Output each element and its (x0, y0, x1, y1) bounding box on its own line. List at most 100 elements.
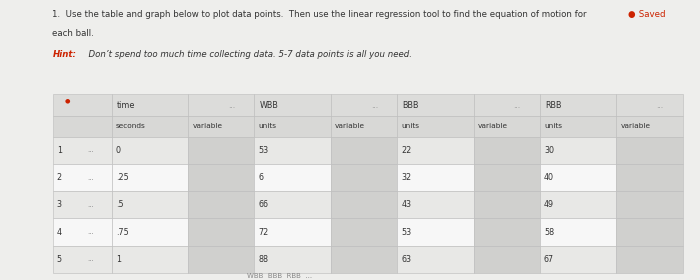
Text: 1: 1 (57, 146, 62, 155)
Text: 53: 53 (401, 228, 412, 237)
Text: 53: 53 (258, 146, 269, 155)
Bar (331, 191, 397, 218)
Bar (397, 164, 474, 191)
Text: 32: 32 (401, 173, 412, 182)
Bar (52, 191, 112, 218)
Text: 72: 72 (258, 228, 269, 237)
Text: Hint:: Hint: (52, 50, 76, 59)
Bar (540, 116, 617, 137)
Bar (188, 218, 254, 246)
Text: Don’t spend too much time collecting data. 5-7 data points is all you need.: Don’t spend too much time collecting dat… (83, 50, 412, 59)
Text: 22: 22 (401, 146, 412, 155)
Bar (112, 218, 188, 246)
Text: 67: 67 (544, 255, 554, 264)
Text: variable: variable (335, 123, 365, 129)
Text: 58: 58 (544, 228, 554, 237)
Bar (188, 246, 254, 273)
Bar (617, 191, 682, 218)
Bar (617, 246, 682, 273)
Bar (617, 94, 682, 116)
Bar (397, 191, 474, 218)
Bar (112, 94, 188, 116)
Text: RBB: RBB (545, 101, 562, 109)
Bar (331, 164, 397, 191)
Text: 66: 66 (258, 200, 269, 209)
Text: .25: .25 (116, 173, 129, 182)
Text: WBB: WBB (260, 101, 279, 109)
Bar (188, 164, 254, 191)
Text: ...: ... (370, 101, 378, 109)
Text: 1: 1 (116, 255, 121, 264)
Text: ...: ... (87, 202, 94, 208)
Bar (617, 116, 682, 137)
Text: 49: 49 (544, 200, 554, 209)
Bar (52, 94, 112, 116)
Bar (474, 94, 540, 116)
Text: 40: 40 (544, 173, 554, 182)
Bar (617, 164, 682, 191)
Text: 2: 2 (57, 173, 62, 182)
Text: 6: 6 (258, 173, 264, 182)
Bar (540, 191, 617, 218)
Text: ...: ... (87, 229, 94, 235)
Bar (474, 246, 540, 273)
Bar (617, 218, 682, 246)
Text: time: time (118, 101, 136, 109)
Bar (331, 218, 397, 246)
Bar (188, 94, 254, 116)
Text: units: units (544, 123, 562, 129)
Bar (540, 218, 617, 246)
Bar (254, 218, 331, 246)
Bar (112, 116, 188, 137)
Bar (397, 116, 474, 137)
Bar (474, 164, 540, 191)
Bar (254, 137, 331, 164)
Bar (540, 246, 617, 273)
Bar (112, 191, 188, 218)
Text: 1.  Use the table and graph below to plot data points.  Then use the linear regr: 1. Use the table and graph below to plot… (52, 10, 587, 19)
Bar (617, 137, 682, 164)
Text: ...: ... (228, 101, 235, 109)
Text: variable: variable (478, 123, 508, 129)
Bar (254, 191, 331, 218)
Text: 4: 4 (57, 228, 62, 237)
Bar (474, 191, 540, 218)
Bar (254, 116, 331, 137)
Text: .75: .75 (116, 228, 129, 237)
Text: ...: ... (513, 101, 521, 109)
Text: each ball.: each ball. (52, 29, 94, 38)
Text: Saved: Saved (636, 10, 665, 19)
Bar (254, 164, 331, 191)
Bar (188, 116, 254, 137)
Bar (52, 218, 112, 246)
Bar (474, 218, 540, 246)
Text: 0: 0 (116, 146, 121, 155)
Bar (52, 116, 112, 137)
Text: 43: 43 (401, 200, 412, 209)
Bar (188, 137, 254, 164)
Bar (331, 246, 397, 273)
Text: 3: 3 (57, 200, 62, 209)
Text: .5: .5 (116, 200, 123, 209)
Bar (540, 164, 617, 191)
Bar (397, 218, 474, 246)
Text: 63: 63 (401, 255, 412, 264)
Text: 88: 88 (258, 255, 269, 264)
Text: ...: ... (87, 147, 94, 153)
Text: WBB  BBB  RBB  ...: WBB BBB RBB ... (247, 273, 313, 279)
Text: ...: ... (656, 101, 663, 109)
Text: variable: variable (621, 123, 650, 129)
Bar (474, 116, 540, 137)
Bar (331, 137, 397, 164)
Bar (331, 116, 397, 137)
Bar (397, 137, 474, 164)
Text: 30: 30 (544, 146, 554, 155)
Bar (52, 246, 112, 273)
Text: units: units (258, 123, 276, 129)
Bar (112, 246, 188, 273)
Bar (254, 246, 331, 273)
Bar (188, 191, 254, 218)
Bar (331, 94, 397, 116)
Bar (112, 137, 188, 164)
Text: 5: 5 (57, 255, 62, 264)
